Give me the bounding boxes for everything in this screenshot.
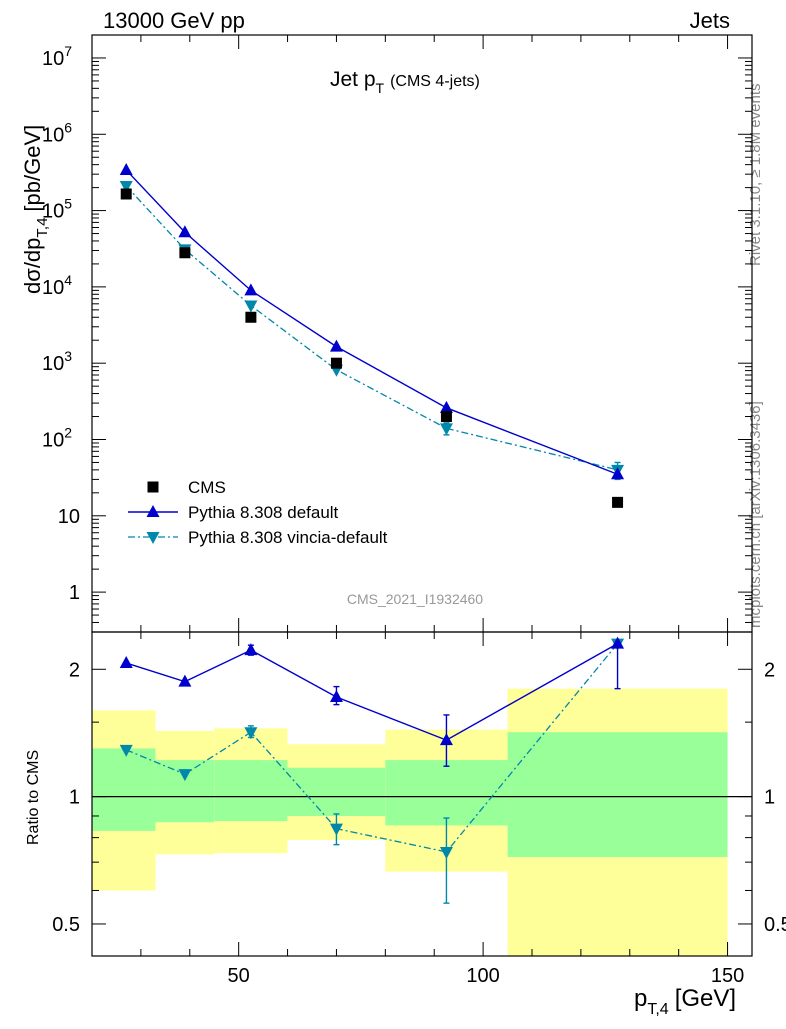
x-tick-label-150: 150 (711, 965, 744, 987)
header-energy-label: 13000 GeV pp (103, 8, 245, 33)
ratio-default-point-2 (244, 643, 258, 656)
ylabel-unit: [pb/GeV] (20, 125, 45, 212)
band-inner-2 (214, 760, 288, 822)
ratio-default-point-3 (329, 689, 343, 702)
legend-label-2: Pythia 8.308 vincia-default (188, 528, 388, 547)
cms-point-5 (612, 496, 624, 508)
upper-watermark: CMS_2021_I1932460 (347, 591, 483, 607)
ratio-vincia-line (125, 643, 619, 853)
vincia-point-2 (244, 300, 258, 313)
default-point-3 (329, 339, 343, 352)
series-cms-data (120, 188, 624, 508)
cms-point-1 (179, 247, 191, 259)
vincia-point-0 (119, 180, 133, 193)
cms-point-3 (330, 357, 342, 369)
title-note: (CMS 4-jets) (390, 73, 480, 90)
header-category-label: Jets (690, 8, 730, 33)
lower-y-ticks: 0.5 0.5 1 1 2 2 (52, 659, 786, 936)
ratio-tick-label-right-0: 0.5 (764, 914, 786, 936)
upper-title: Jet pT (CMS 4-jets) (330, 68, 480, 96)
y-tick-label-7: 107 (42, 43, 72, 70)
ratio-tick-label-left-0: 0.5 (52, 914, 80, 936)
ratio-y-axis-label: Ratio to CMS (25, 750, 42, 845)
upper-panel: Jet pT (CMS 4-jets) CMS_2021_I1932460 dσ/… (20, 34, 752, 633)
ratio-default-point-0 (119, 655, 133, 668)
xlabel-main: p (634, 985, 647, 1012)
legend: CMS Pythia 8.308 default Pythia 8.308 vinc… (128, 478, 388, 547)
xlabel-unit: [GeV] (675, 985, 736, 1012)
x-tick-label-50: 50 (228, 965, 250, 987)
legend-marker-default (146, 505, 160, 517)
series-pythia-default (119, 163, 625, 480)
ratio-vincia-point-0 (119, 744, 133, 757)
rivet-version-label: Rivet 3.1.10, ≥ 1.8M events (747, 84, 764, 267)
mcplots-source-label: mcplots.cern.ch [arXiv:1306.3436] (747, 401, 764, 628)
default-point-4 (439, 400, 453, 413)
y-tick-label-0: 1 (69, 582, 80, 604)
ylabel-main: dσ/dp (20, 238, 45, 294)
legend-label-1: Pythia 8.308 default (188, 503, 339, 522)
x-tick-label-100: 100 (466, 965, 499, 987)
upper-y-ticks: 1 10 102 103 104 105 106 107 (42, 34, 752, 633)
y-tick-label-6: 106 (42, 119, 72, 146)
band-inner-5 (507, 732, 728, 857)
legend-marker-vincia (146, 532, 160, 544)
lower-panel: Ratio to CMS pT,4 [GeV] 50 100 150 0.5 0.5 1 1 2… (25, 632, 786, 1018)
vincia-point-4 (439, 423, 453, 436)
lower-panel-frame (91, 631, 753, 957)
ratio-uncertainty-bands (92, 688, 728, 956)
band-inner-4 (385, 760, 508, 826)
series-default-line (125, 169, 618, 475)
ratio-default-point-4 (439, 733, 453, 746)
y-tick-label-1: 10 (58, 506, 80, 528)
legend-marker-cms (147, 481, 159, 493)
ratio-vincia-point-2 (244, 727, 258, 740)
ratio-default-point-1 (178, 674, 192, 687)
title-subscript: T (376, 80, 385, 96)
y-tick-label-3: 103 (42, 348, 72, 375)
legend-label-0: CMS (188, 478, 226, 497)
default-point-0 (119, 163, 133, 176)
cms-point-0 (120, 188, 132, 200)
y-tick-label-4: 104 (42, 272, 72, 299)
ylabel-subscript: T,4 (34, 218, 51, 238)
band-inner-0 (92, 748, 156, 831)
ratio-tick-label-right-1: 1 (764, 787, 775, 809)
title-main: Jet p (330, 68, 376, 91)
default-point-1 (178, 225, 192, 238)
ratio-vincia-point-1 (178, 769, 192, 782)
default-point-5 (611, 467, 625, 480)
upper-y-axis-label: dσ/dpT,4 [pb/GeV] (20, 125, 51, 294)
series-vincia-default (119, 180, 625, 481)
series-vincia-line (125, 185, 618, 471)
ratio-default-point-5 (611, 636, 625, 649)
ratio-tick-label-left-2: 2 (69, 659, 80, 681)
cms-point-2 (245, 311, 257, 323)
band-inner-3 (287, 767, 386, 816)
ratio-tick-label-left-1: 1 (69, 787, 80, 809)
cms-point-4 (440, 411, 452, 423)
ratio-series-default (119, 636, 625, 767)
ratio-tick-label-right-2: 2 (764, 659, 775, 681)
ratio-default-line (126, 642, 618, 741)
y-tick-label-2: 102 (42, 424, 72, 451)
x-axis-label: pT,4 [GeV] (634, 985, 736, 1018)
ratio-series-vincia (119, 638, 625, 904)
y-tick-label-5: 105 (42, 196, 72, 223)
ratio-vincia-point-4 (439, 846, 453, 859)
xlabel-subscript: T,4 (647, 1001, 668, 1018)
ratio-vincia-point-3 (329, 823, 343, 836)
default-point-2 (244, 283, 258, 296)
